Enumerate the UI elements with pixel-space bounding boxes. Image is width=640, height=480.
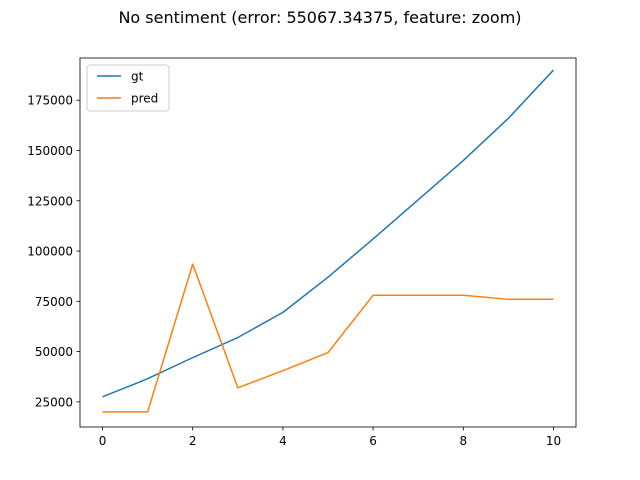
chart-title: No sentiment (error: 55067.34375, featur… — [118, 8, 521, 27]
x-tick-label: 4 — [279, 434, 287, 448]
x-axis: 0 2 4 6 8 10 — [99, 427, 561, 448]
y-axis: 25000 50000 75000 100000 125000 150000 175000 — [27, 94, 80, 409]
plot-area — [79, 57, 577, 428]
x-tick-label: 8 — [459, 434, 467, 448]
legend-label-pred: pred — [131, 92, 158, 106]
y-tick-label: 100000 — [27, 245, 73, 259]
legend: gt pred — [86, 64, 170, 112]
legend-label-gt: gt — [131, 70, 144, 84]
series-line-pred — [102, 263, 554, 413]
y-tick-label: 125000 — [27, 194, 73, 208]
y-tick-label: 25000 — [35, 395, 73, 409]
x-tick-label: 2 — [189, 434, 197, 448]
series-layer — [102, 69, 554, 413]
y-tick-label: 175000 — [27, 94, 73, 108]
x-tick-label: 0 — [99, 434, 107, 448]
y-tick-label: 75000 — [35, 295, 73, 309]
plot-frame — [79, 57, 577, 428]
y-tick-label: 150000 — [27, 144, 73, 158]
y-tick-label: 50000 — [35, 345, 73, 359]
x-tick-label: 10 — [546, 434, 561, 448]
series-line-gt — [102, 69, 554, 398]
x-tick-label: 6 — [369, 434, 377, 448]
